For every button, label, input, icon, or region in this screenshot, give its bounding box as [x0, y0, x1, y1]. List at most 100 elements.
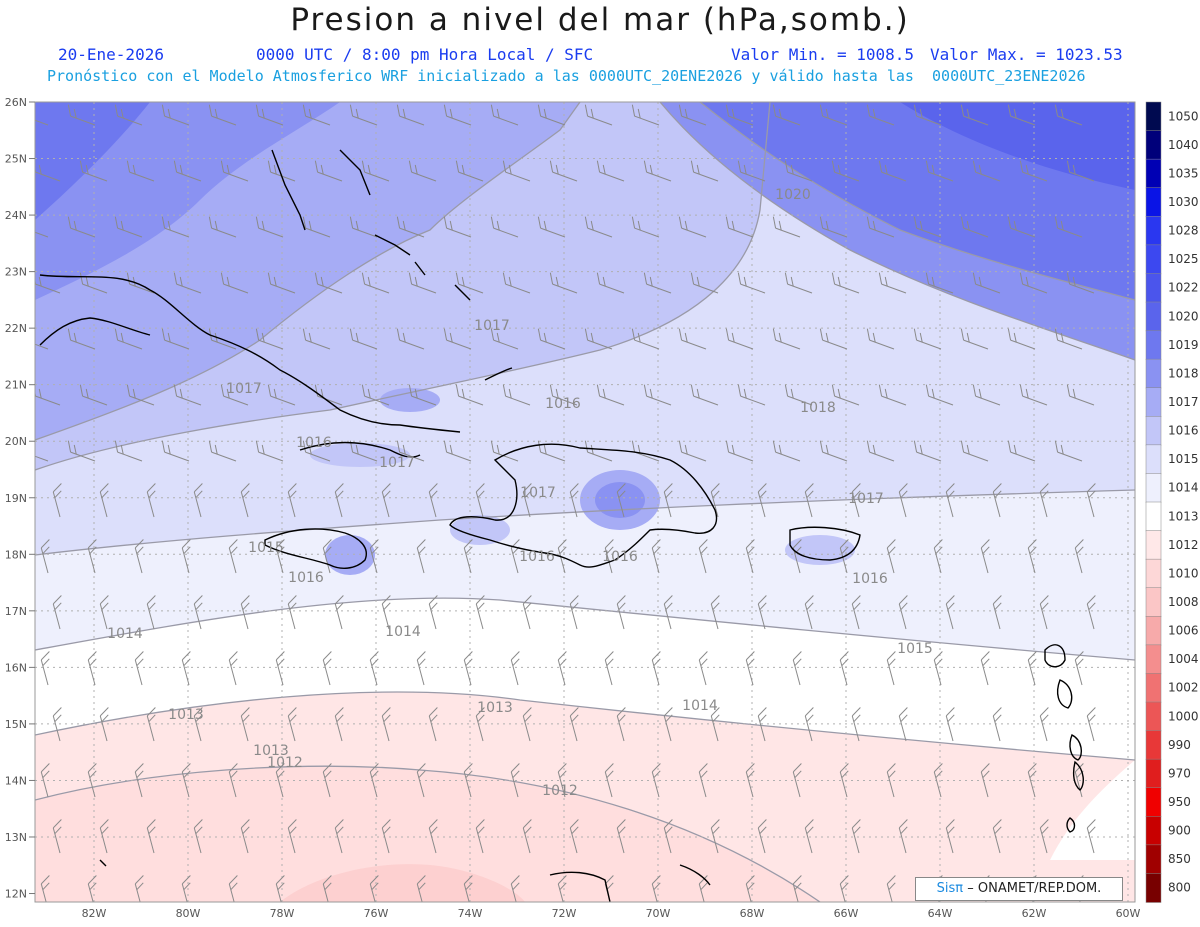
wind-barb [1027, 651, 1037, 686]
wind-barb [898, 595, 908, 630]
wind-barb [537, 104, 566, 126]
wind-barb [510, 875, 520, 902]
contour-label: 1017 [379, 455, 415, 471]
colorbar-label: 970 [1168, 766, 1191, 780]
wind-barb [792, 875, 802, 902]
wind-barb [1007, 440, 1036, 462]
wind-barb [690, 384, 719, 406]
wind-barb [772, 216, 801, 238]
wind-barb [972, 384, 1001, 406]
wind-barb [1054, 104, 1083, 126]
lon-tick-label: 66W [834, 907, 859, 920]
wind-barb [1054, 328, 1083, 350]
wind-barb [114, 440, 143, 462]
colorbar-swatch [1145, 644, 1162, 675]
wind-barb [804, 483, 814, 518]
colorbar-label: 1035 [1168, 166, 1199, 180]
wind-barb [737, 272, 766, 294]
wind-barb [161, 440, 190, 462]
colorbar-label: 1002 [1168, 681, 1199, 695]
wind-barb [287, 483, 297, 518]
wind-barb [757, 483, 767, 518]
wind-barb [408, 160, 437, 182]
wind-barb [408, 384, 437, 406]
contour-label: 1017 [520, 485, 556, 501]
wind-barb [631, 216, 660, 238]
wind-barb [725, 440, 754, 462]
wind-barb [240, 707, 250, 742]
wind-barb [745, 875, 755, 902]
wind-barb [463, 763, 473, 798]
wind-barb [334, 707, 344, 742]
wind-barb [616, 819, 626, 854]
wind-barb [992, 707, 1002, 742]
wind-barb [522, 819, 532, 854]
wind-barb [52, 707, 62, 742]
wind-barb [851, 483, 861, 518]
wind-barb [1027, 539, 1037, 574]
colorbar-label: 1040 [1168, 138, 1199, 152]
wind-barb [698, 539, 708, 574]
wind-barb [925, 160, 954, 182]
wind-barb [784, 384, 813, 406]
forecast-time: 0000 UTC / 8:00 pm Hora Local / SFC [256, 45, 594, 64]
wind-barb [1019, 160, 1048, 182]
colorbar-swatch [1145, 758, 1162, 789]
wind-barb [584, 328, 613, 350]
wind-barb [87, 875, 97, 902]
wind-barb [490, 216, 519, 238]
colorbar-swatch [1145, 444, 1162, 475]
wind-barb [193, 819, 203, 854]
wind-barb [866, 328, 895, 350]
wind-barb [757, 819, 767, 854]
wind-barb [643, 160, 672, 182]
wind-barb [933, 539, 943, 574]
colorbar-label: 1006 [1168, 624, 1199, 638]
colorbar: 1050 1040 1035 1030 1028 1025 1022 1020 1019 1018… [1145, 101, 1199, 903]
colorbar-swatch [1145, 358, 1162, 389]
wind-barb [408, 272, 437, 294]
wind-barb [510, 763, 520, 798]
coastlines [39, 149, 1084, 903]
lon-tick-label: 74W [458, 907, 483, 920]
lat-tick-label: 23N [5, 266, 27, 279]
wind-barb [416, 875, 426, 902]
wind-barb [925, 272, 954, 294]
wind-barb [193, 707, 203, 742]
wind-barb [992, 483, 1002, 518]
wind-barb [584, 216, 613, 238]
wind-barb [322, 763, 332, 798]
wind-barb [537, 328, 566, 350]
wind-barb [678, 216, 707, 238]
colorbar-label: 800 [1168, 881, 1191, 895]
wind-barb [302, 104, 331, 126]
contour-label: 1017 [848, 491, 884, 507]
wind-barb [1039, 819, 1049, 854]
wind-barb [126, 272, 155, 294]
colorbar-label: 1008 [1168, 595, 1199, 609]
colorbar-label: 1010 [1168, 566, 1199, 580]
wind-barb [416, 651, 426, 686]
wind-barb [443, 104, 472, 126]
wind-barb [945, 483, 955, 518]
colorbar-label: 1030 [1168, 195, 1199, 209]
wind-barb [960, 440, 989, 462]
wind-barb [161, 216, 190, 238]
wind-barb [475, 483, 485, 518]
wind-barb [146, 819, 156, 854]
wind-barb [698, 651, 708, 686]
wind-barb [255, 104, 284, 126]
wind-barb [396, 328, 425, 350]
wind-barb [992, 595, 1002, 630]
wind-barb [737, 384, 766, 406]
wind-barb [960, 216, 989, 238]
wind-barb [267, 160, 296, 182]
lon-tick-label: 60W [1116, 907, 1141, 920]
colorbar-swatch [1145, 873, 1162, 903]
lat-tick-label: 17N [5, 605, 27, 618]
wind-barb [792, 651, 802, 686]
wind-barb [804, 707, 814, 742]
wind-barb [87, 539, 97, 574]
wind-barb [181, 539, 191, 574]
wind-barb [596, 160, 625, 182]
